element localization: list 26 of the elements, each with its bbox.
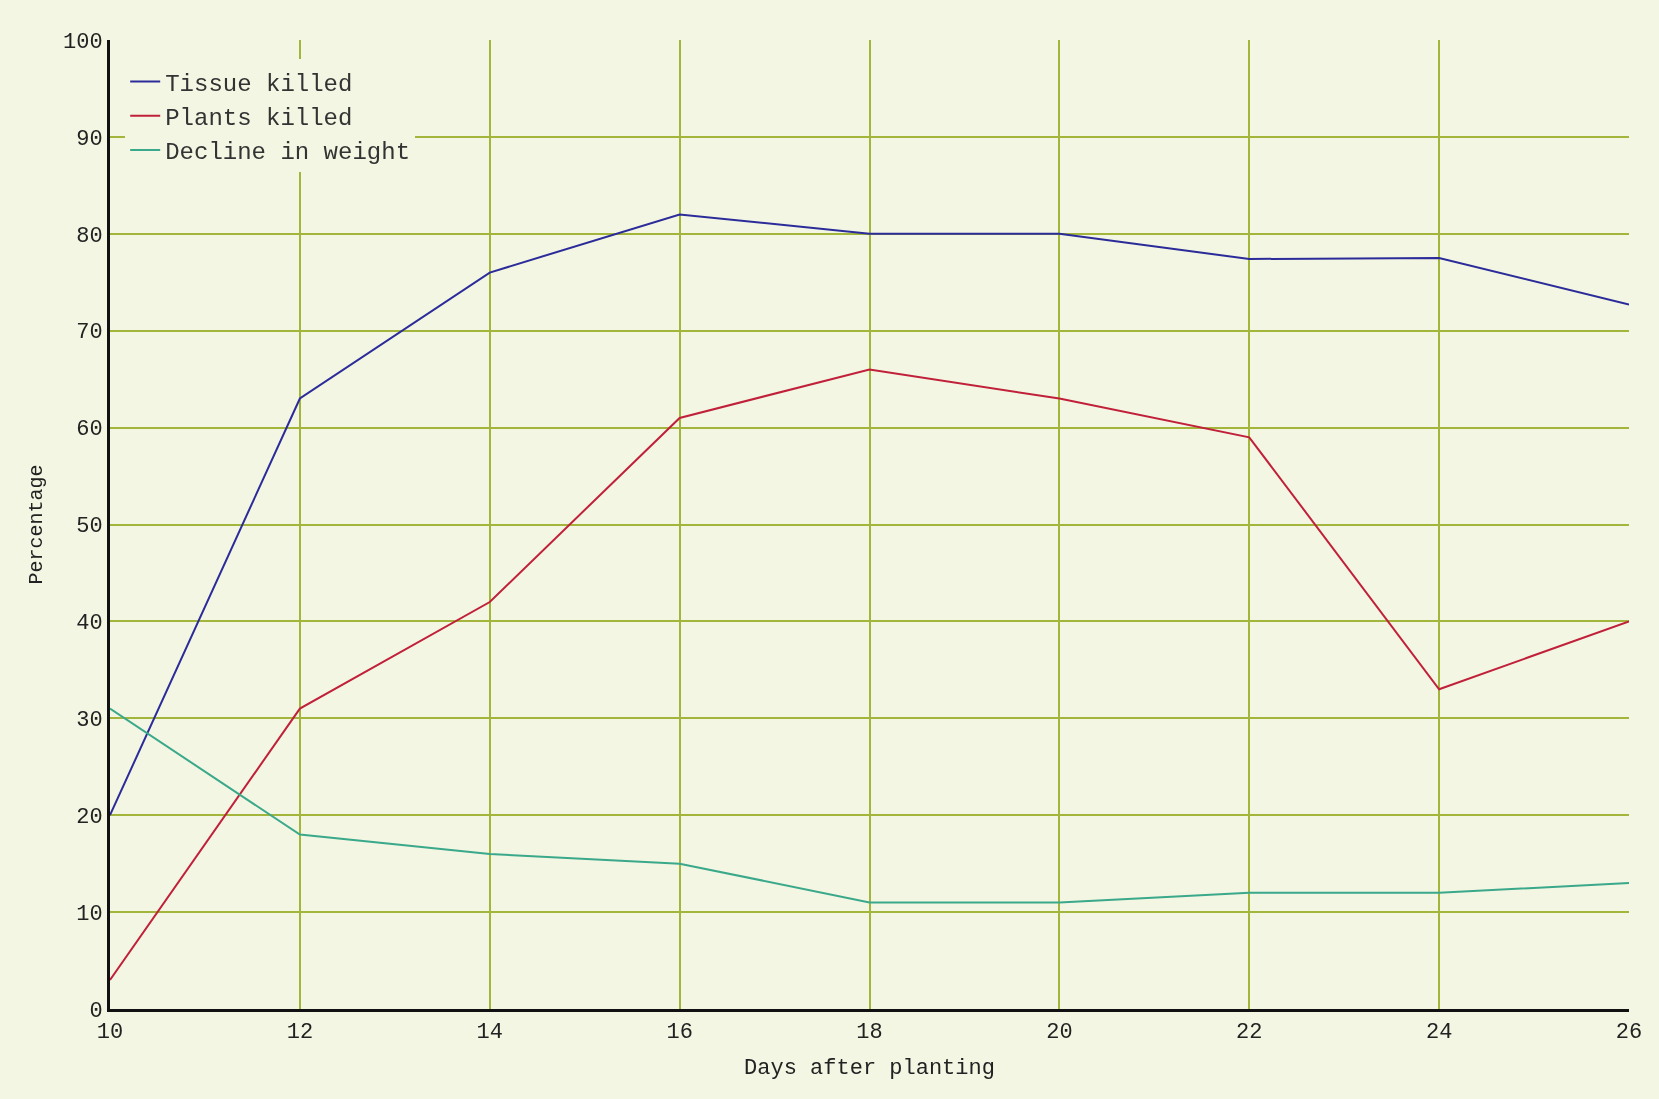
line-series — [110, 213, 1629, 817]
y-tick-label: 40 — [76, 611, 103, 637]
y-tick-label: 70 — [76, 320, 103, 346]
x-tick-label: 16 — [666, 1020, 693, 1046]
x-tick-label: 20 — [1046, 1020, 1073, 1046]
x-tick-label: 14 — [476, 1020, 503, 1046]
y-tick-label: 60 — [76, 417, 103, 443]
x-tick-label: 18 — [856, 1020, 883, 1046]
y-tick-label: 50 — [76, 514, 103, 540]
x-tick-label: 12 — [286, 1020, 314, 1046]
x-axis-title: Days after planting — [744, 1056, 995, 1082]
y-tick-label: 10 — [76, 901, 103, 927]
legend-label: Plants killed — [165, 105, 353, 133]
legend-label: Decline in weight — [165, 139, 411, 167]
y-tick-label: 100 — [62, 29, 103, 55]
y-tick-label: 30 — [76, 708, 103, 733]
x-tick-label: 22 — [1236, 1020, 1263, 1046]
line-series — [110, 368, 1629, 981]
x-tick-label: 26 — [1615, 1020, 1643, 1046]
y-axis-title: Percentage — [25, 464, 49, 585]
x-tick-label: 24 — [1425, 1020, 1453, 1046]
y-tick-label: 90 — [76, 126, 103, 152]
line-series — [110, 707, 1629, 904]
y-tick-label: 20 — [76, 804, 103, 830]
legend-label: Tissue killed — [165, 70, 353, 98]
y-tick-label: 80 — [76, 223, 103, 249]
